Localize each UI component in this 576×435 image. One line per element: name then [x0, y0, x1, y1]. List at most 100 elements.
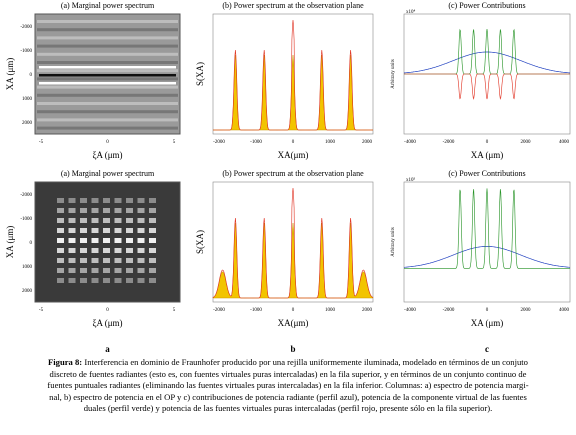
- x-tick-label: 4000: [559, 308, 570, 313]
- caption-text: Interferencia en dominio de Fraunhofer p…: [84, 357, 528, 367]
- scale-label: x10⁴: [406, 9, 416, 15]
- fringe: [37, 20, 178, 23]
- fringe: [57, 218, 64, 223]
- fringe: [80, 258, 87, 263]
- fringe: [114, 278, 122, 283]
- x-tick-label: 2000: [362, 140, 373, 145]
- panel-title: (c) Power Contributions: [448, 169, 525, 178]
- red-profile: [404, 73, 570, 100]
- fringe: [149, 268, 156, 273]
- fringe: [80, 248, 87, 253]
- fringe: [114, 198, 122, 203]
- fringe: [149, 248, 156, 253]
- fringe: [80, 198, 87, 203]
- x-tick-label: 2000: [521, 140, 532, 145]
- fringe: [57, 238, 64, 243]
- x-tick-label: 1000: [325, 308, 336, 313]
- fringe: [114, 258, 122, 263]
- fringe: [37, 77, 178, 81]
- fringe: [114, 268, 122, 273]
- fringe: [126, 248, 133, 253]
- fringe: [57, 258, 64, 263]
- fringe: [91, 278, 99, 283]
- fringe: [126, 198, 133, 203]
- x-tick-label: 1000: [325, 140, 336, 145]
- fringe: [137, 278, 145, 283]
- x-tick-label: -2000: [443, 308, 455, 313]
- x-tick-label: 0: [292, 140, 295, 145]
- x-tick-label: 5: [173, 140, 176, 145]
- caption-line: Figura 8: Interferencia en dominio de Fr…: [6, 357, 570, 369]
- fringe: [57, 228, 64, 233]
- x-tick-label: 0: [106, 308, 109, 313]
- y-tick-label: 0: [30, 73, 33, 78]
- blue-profile: [404, 51, 570, 74]
- y-tick-label: 2000: [22, 289, 33, 294]
- fringe: [126, 238, 133, 243]
- x-tick-label: 0: [486, 140, 489, 145]
- fringe: [80, 228, 87, 233]
- fringe: [80, 238, 87, 243]
- fringe: [137, 248, 145, 253]
- fringe: [103, 198, 110, 203]
- fringe: [114, 238, 122, 243]
- fringe: [126, 278, 133, 283]
- fringe: [39, 66, 176, 69]
- fringe: [91, 208, 99, 213]
- fringe: [80, 268, 87, 273]
- x-tick-label: 0: [106, 140, 109, 145]
- fringe: [137, 208, 145, 213]
- fringe: [68, 268, 76, 273]
- x-tick-label: -1000: [250, 308, 262, 313]
- fringe: [149, 198, 156, 203]
- fringe: [137, 258, 145, 263]
- fringe: [37, 69, 178, 73]
- fringe: [91, 268, 99, 273]
- fringe: [126, 218, 133, 223]
- y-axis-label: XA (μm): [5, 58, 15, 91]
- x-tick-label: -2000: [213, 308, 225, 313]
- fringe: [137, 268, 145, 273]
- fringe: [91, 238, 99, 243]
- x-axis-label: ξA (μm): [92, 318, 122, 328]
- panel-title: (b) Power spectrum at the observation pl…: [222, 1, 364, 10]
- column-letter: c: [485, 344, 489, 354]
- fringe: [103, 208, 110, 213]
- caption-line: duales (perfil verde) y potencia de las …: [83, 403, 493, 413]
- fringe: [91, 218, 99, 223]
- fringe: [103, 258, 110, 263]
- fringe: [103, 218, 110, 223]
- panel-title: (c) Power Contributions: [448, 1, 525, 10]
- fringe: [37, 118, 178, 122]
- y-tick-label: 0: [30, 241, 33, 246]
- fringe: [57, 198, 64, 203]
- fringe: [149, 218, 156, 223]
- fringe: [126, 258, 133, 263]
- fringe: [37, 126, 178, 130]
- column-letter: a: [105, 344, 110, 354]
- y-tick-label: 1000: [22, 97, 33, 102]
- fringe: [39, 82, 176, 85]
- panel-title: (b) Power spectrum at the observation pl…: [222, 169, 364, 178]
- fringe: [91, 248, 99, 253]
- fringe: [91, 198, 99, 203]
- fringe: [68, 258, 76, 263]
- x-axis-label: ξA (μm): [92, 150, 122, 160]
- x-axis-label: XA (μm): [471, 318, 504, 328]
- fringe: [137, 228, 145, 233]
- y-axis-label: S(XA): [195, 62, 205, 86]
- fringe: [68, 248, 76, 253]
- fringe: [114, 228, 122, 233]
- y-tick-label: -1000: [20, 49, 32, 54]
- fringe: [37, 44, 178, 48]
- fringe: [37, 85, 178, 89]
- plot-frame: [403, 181, 571, 303]
- y-axis-label: S(XA): [195, 230, 205, 254]
- fringe: [39, 74, 176, 77]
- fringe: [37, 52, 178, 56]
- caption: Figura 8: Interferencia en dominio de Fr…: [6, 357, 570, 415]
- fringe: [37, 28, 178, 32]
- caption-line: fuentes puntuales radiantes (eliminando …: [47, 380, 529, 390]
- y-tick-label: -2000: [20, 193, 32, 198]
- x-tick-label: 5: [173, 308, 176, 313]
